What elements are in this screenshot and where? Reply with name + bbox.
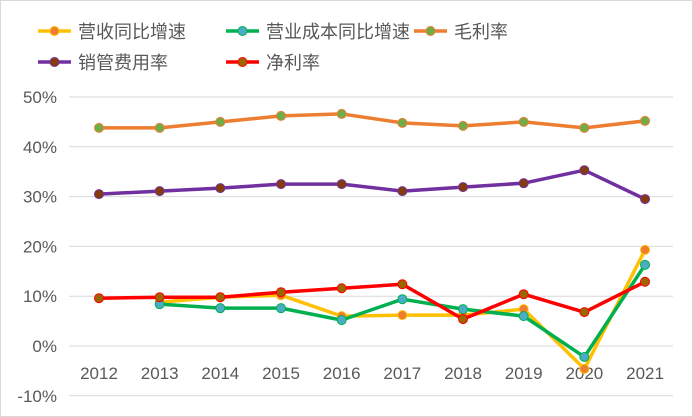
data-point <box>458 120 469 131</box>
data-point <box>640 259 651 270</box>
x-tick-label: 2019 <box>505 364 543 383</box>
data-point <box>94 122 104 133</box>
x-tick-label: 2016 <box>323 364 361 383</box>
data-point <box>458 182 469 193</box>
data-point <box>276 287 287 298</box>
series-line <box>98 280 646 321</box>
data-point <box>215 303 226 314</box>
data-point <box>336 315 347 326</box>
data-point <box>518 311 529 322</box>
y-tick-label: 40% <box>23 138 57 157</box>
legend-marker <box>237 26 248 36</box>
data-point <box>518 178 529 189</box>
data-point <box>640 244 651 255</box>
data-point <box>397 279 408 290</box>
legend-marker <box>425 26 436 36</box>
data-point <box>458 314 469 325</box>
data-point <box>640 115 651 126</box>
y-tick-label: -10% <box>17 387 57 406</box>
data-point <box>336 108 347 119</box>
legend-label: 毛利率 <box>454 22 508 43</box>
data-point <box>154 292 165 303</box>
data-point <box>640 194 651 205</box>
data-point <box>154 186 165 197</box>
legend-marker <box>49 26 60 36</box>
data-point <box>336 283 347 294</box>
data-point <box>579 307 590 318</box>
x-tick-label: 2015 <box>262 364 300 383</box>
legend-label: 营业成本同比增速 <box>266 22 410 43</box>
x-tick-label: 2021 <box>626 364 664 383</box>
data-point <box>397 310 408 321</box>
x-tick-label: 2018 <box>444 364 482 383</box>
y-tick-label: 0% <box>32 337 57 356</box>
data-point <box>640 276 651 287</box>
y-tick-label: 10% <box>23 287 57 306</box>
data-point <box>94 189 104 200</box>
data-point <box>276 179 287 190</box>
data-point <box>458 304 469 315</box>
series-line <box>98 168 646 201</box>
data-point <box>579 165 590 176</box>
y-tick-label: 20% <box>23 237 57 256</box>
legend-label: 净利率 <box>266 53 320 74</box>
x-tick-label: 2017 <box>383 364 421 383</box>
data-point <box>336 179 347 190</box>
data-point <box>397 294 408 305</box>
data-point <box>215 292 226 303</box>
legend-marker <box>237 57 248 67</box>
y-tick-label: 50% <box>23 88 57 107</box>
data-point <box>215 183 226 194</box>
y-tick-label: 30% <box>23 188 57 207</box>
data-point <box>579 351 590 362</box>
data-point <box>154 122 165 133</box>
data-point <box>276 110 287 121</box>
data-point <box>94 293 104 304</box>
legend-label: 销管费用率 <box>78 53 168 74</box>
x-tick-label: 2013 <box>141 364 179 383</box>
legend-marker <box>49 57 60 67</box>
data-point <box>518 289 529 300</box>
legend-label: 营收同比增速 <box>78 22 186 43</box>
data-point <box>579 363 590 374</box>
data-point <box>215 116 226 127</box>
data-point <box>397 117 408 128</box>
data-point <box>518 116 529 127</box>
data-point <box>579 122 590 133</box>
data-point <box>397 186 408 197</box>
x-tick-label: 2012 <box>80 364 118 383</box>
data-point <box>276 303 287 314</box>
x-tick-label: 2014 <box>201 364 239 383</box>
series-line <box>99 112 646 130</box>
